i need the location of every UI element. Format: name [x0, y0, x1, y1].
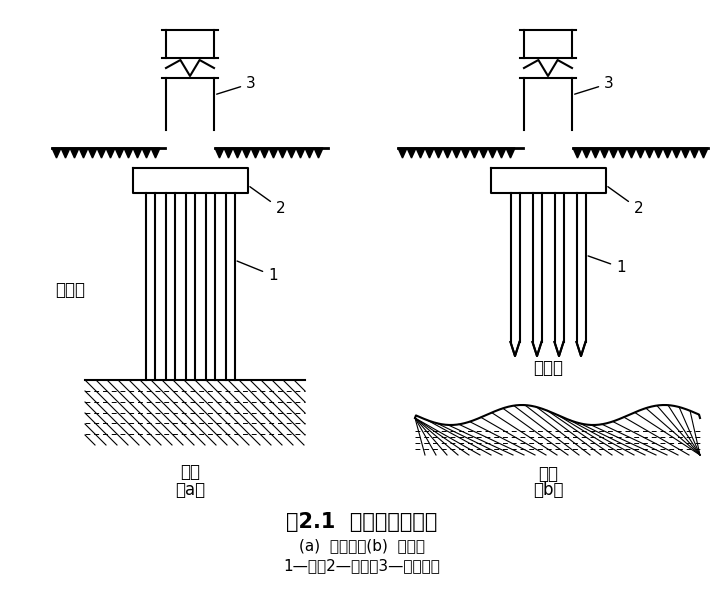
Text: (a)  端承桩；(b)  摩擦桩: (a) 端承桩；(b) 摩擦桩 — [299, 539, 425, 553]
Polygon shape — [555, 342, 563, 356]
Polygon shape — [79, 148, 88, 158]
Polygon shape — [251, 148, 260, 158]
Polygon shape — [576, 193, 586, 342]
Polygon shape — [582, 148, 591, 158]
Polygon shape — [497, 148, 506, 158]
Text: 2: 2 — [250, 187, 285, 216]
Polygon shape — [124, 148, 133, 158]
Polygon shape — [260, 148, 269, 158]
Polygon shape — [532, 193, 542, 342]
Polygon shape — [434, 148, 443, 158]
Polygon shape — [278, 148, 287, 158]
Text: 软土层: 软土层 — [533, 359, 563, 377]
Polygon shape — [470, 148, 479, 158]
Polygon shape — [133, 148, 142, 158]
Polygon shape — [600, 148, 609, 158]
Text: 硬层: 硬层 — [538, 465, 558, 483]
Polygon shape — [510, 193, 520, 342]
Polygon shape — [461, 148, 470, 158]
Polygon shape — [398, 148, 407, 158]
Polygon shape — [532, 342, 542, 356]
Polygon shape — [242, 148, 251, 158]
Text: 3: 3 — [216, 76, 256, 94]
Polygon shape — [52, 148, 61, 158]
Polygon shape — [97, 148, 106, 158]
Polygon shape — [479, 148, 488, 158]
Text: 1—桩；2—承台；3—上部结构: 1—桩；2—承台；3—上部结构 — [284, 559, 440, 574]
Text: （a）: （a） — [175, 481, 205, 499]
Polygon shape — [85, 380, 305, 445]
Polygon shape — [636, 148, 645, 158]
Text: 软土层: 软土层 — [55, 281, 85, 299]
Polygon shape — [573, 148, 582, 158]
Polygon shape — [609, 148, 618, 158]
Polygon shape — [524, 78, 572, 130]
Polygon shape — [618, 148, 627, 158]
Polygon shape — [106, 148, 115, 158]
Polygon shape — [524, 30, 572, 58]
Polygon shape — [407, 148, 416, 158]
Polygon shape — [488, 148, 497, 158]
Polygon shape — [269, 148, 278, 158]
Polygon shape — [576, 342, 586, 356]
Polygon shape — [645, 148, 654, 158]
Polygon shape — [591, 148, 600, 158]
Polygon shape — [490, 168, 605, 193]
Polygon shape — [88, 148, 97, 158]
Polygon shape — [70, 148, 79, 158]
Polygon shape — [654, 148, 663, 158]
Polygon shape — [166, 193, 174, 380]
Polygon shape — [233, 148, 242, 158]
Polygon shape — [132, 168, 248, 193]
Polygon shape — [690, 148, 699, 158]
Polygon shape — [672, 148, 681, 158]
Polygon shape — [287, 148, 296, 158]
Polygon shape — [314, 148, 323, 158]
Polygon shape — [166, 30, 214, 58]
Text: 3: 3 — [575, 76, 614, 94]
Polygon shape — [142, 148, 151, 158]
Polygon shape — [151, 148, 160, 158]
Polygon shape — [206, 193, 214, 380]
Polygon shape — [555, 193, 563, 342]
Polygon shape — [166, 58, 214, 78]
Polygon shape — [215, 148, 224, 158]
Polygon shape — [699, 148, 708, 158]
Polygon shape — [305, 148, 314, 158]
Polygon shape — [61, 148, 70, 158]
Polygon shape — [416, 148, 425, 158]
Polygon shape — [225, 193, 235, 380]
Polygon shape — [296, 148, 305, 158]
Polygon shape — [524, 58, 572, 78]
Polygon shape — [663, 148, 672, 158]
Polygon shape — [627, 148, 636, 158]
Polygon shape — [115, 148, 124, 158]
Polygon shape — [185, 193, 195, 380]
Polygon shape — [510, 342, 520, 356]
Text: 1: 1 — [237, 261, 277, 283]
Polygon shape — [224, 148, 233, 158]
Polygon shape — [506, 148, 515, 158]
Polygon shape — [681, 148, 690, 158]
Text: 2: 2 — [607, 187, 643, 216]
Text: （b）: （b） — [533, 481, 563, 499]
Text: 1: 1 — [588, 256, 626, 275]
Text: 图2.1  端承桩与摩擦桩: 图2.1 端承桩与摩擦桩 — [286, 512, 438, 532]
Polygon shape — [452, 148, 461, 158]
Text: 硬层: 硬层 — [180, 463, 200, 481]
Polygon shape — [425, 148, 434, 158]
Polygon shape — [443, 148, 452, 158]
Polygon shape — [146, 193, 154, 380]
Polygon shape — [166, 78, 214, 130]
